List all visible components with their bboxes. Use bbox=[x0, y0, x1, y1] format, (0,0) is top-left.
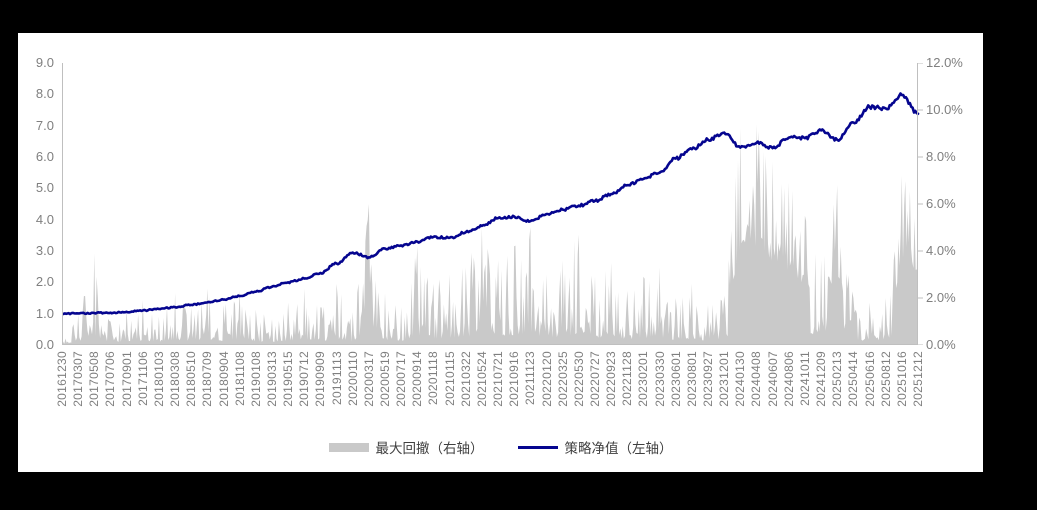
x-axis-tick-label: 20210524 bbox=[474, 351, 489, 407]
x-axis-tick-label: 20241011 bbox=[797, 351, 812, 406]
drawdown-area bbox=[62, 124, 918, 345]
x-axis-tick-label: 20220325 bbox=[555, 351, 570, 407]
x-axis-tick-label: 20200317 bbox=[361, 351, 376, 407]
x-axis-tick-label: 20170508 bbox=[87, 351, 102, 407]
x-axis-tick-label: 20180904 bbox=[216, 351, 231, 407]
x-axis-tick-label: 20230927 bbox=[701, 351, 716, 407]
left-axis-tick-label: 4.0 bbox=[35, 211, 54, 227]
chart-canvas bbox=[62, 63, 923, 345]
x-axis-tick-label: 20240408 bbox=[749, 351, 764, 407]
right-axis-tick-label: 8.0% bbox=[926, 149, 956, 164]
x-axis-tick-label: 20170901 bbox=[119, 351, 134, 407]
axis-layer: 9.0 8.0 7.0 6.0 5.0 4.0 3.0 2.0 1.0 0.0 12.0% 10.0… bbox=[18, 33, 983, 472]
x-axis-tick-label: 20240607 bbox=[765, 351, 780, 407]
x-axis-tick-label: 20170706 bbox=[103, 351, 118, 407]
left-axis-tick-label: 5.0 bbox=[35, 180, 54, 196]
x-axis-tick-label: 20170307 bbox=[71, 351, 86, 407]
x-axis-tick-label: 20200717 bbox=[394, 351, 409, 407]
right-axis-tick-label: 12.0% bbox=[926, 55, 963, 70]
drawdown-legend-label: 最大回撤（右轴） bbox=[375, 441, 484, 457]
x-axis-tick-label: 20230601 bbox=[668, 351, 683, 407]
x-axis-tick-label: 20210322 bbox=[458, 351, 473, 407]
x-axis-tick-label: 20210916 bbox=[507, 351, 522, 407]
x-axis-tick-label: 20191113 bbox=[329, 351, 344, 406]
netvalue-line-swatch bbox=[517, 445, 558, 449]
x-axis-tick-label: 20190712 bbox=[297, 351, 312, 407]
x-axis-tick-label: 20230801 bbox=[684, 351, 699, 407]
left-axis-tick-label: 0.0 bbox=[35, 337, 54, 352]
x-axis-tick-label: 20231201 bbox=[717, 351, 732, 407]
x-axis-tick-label: 20210721 bbox=[491, 351, 506, 407]
right-axis-tick-label: 0.0% bbox=[926, 337, 956, 352]
x-axis-tick-label: 20190909 bbox=[313, 351, 328, 407]
x-axis-tick-label: 20180308 bbox=[168, 351, 183, 407]
x-axis-tick-label: 20220530 bbox=[571, 351, 586, 407]
legend-item-netvalue: 策略净值（左轴） bbox=[517, 437, 673, 457]
right-axis-tick-label: 4.0% bbox=[926, 243, 956, 258]
x-axis-tick-label: 20190313 bbox=[264, 351, 279, 407]
x-axis-tick-label: 20250812 bbox=[878, 351, 893, 407]
x-axis-tick-label: 20180103 bbox=[151, 351, 166, 407]
x-axis-tick-label: 20190108 bbox=[248, 351, 263, 407]
x-axis-tick-label: 20200519 bbox=[378, 351, 393, 407]
x-axis-tick-label: 20220727 bbox=[587, 351, 602, 407]
left-axis-tick-label: 2.0 bbox=[35, 274, 54, 290]
x-axis-tick-label: 20250616 bbox=[862, 351, 877, 407]
left-axis-tick-label: 6.0 bbox=[35, 149, 54, 164]
right-axis-tick-label: 6.0% bbox=[926, 196, 956, 211]
x-axis-tick-label: 20210115 bbox=[442, 351, 457, 406]
x-axis-tick-label: 20171106 bbox=[135, 351, 150, 406]
left-axis-tick-label: 9.0 bbox=[35, 55, 54, 70]
x-axis-tick-label: 20230330 bbox=[652, 351, 667, 407]
left-axis-tick-label: 7.0 bbox=[35, 117, 54, 133]
x-axis-tick-label: 20240130 bbox=[733, 351, 748, 407]
netvalue-line bbox=[62, 92, 920, 316]
left-axis-tick-label: 3.0 bbox=[35, 243, 54, 258]
right-axis-tick-label: 10.0% bbox=[926, 102, 963, 117]
left-axis-tick-label: 8.0 bbox=[35, 86, 54, 102]
x-axis-tick-label: 20200914 bbox=[410, 351, 425, 407]
x-axis-tick-label: 20250414 bbox=[846, 351, 861, 407]
x-axis-tick-label: 20180709 bbox=[200, 351, 215, 407]
x-axis-tick-label: 20250213 bbox=[830, 351, 845, 407]
left-axis-tick-label: 1.0 bbox=[35, 305, 54, 321]
netvalue-legend-label: 策略净值（左轴） bbox=[564, 441, 673, 457]
chart-panel: 9.0 8.0 7.0 6.0 5.0 4.0 3.0 2.0 1.0 0.0 12.0% 10.0… bbox=[18, 33, 983, 472]
x-axis-tick-label: 20161230 bbox=[55, 351, 69, 407]
x-axis-tick-label: 20220120 bbox=[539, 351, 554, 407]
x-axis-tick-label: 20220923 bbox=[604, 351, 619, 407]
x-axis-tick-label: 20211123 bbox=[523, 351, 538, 406]
x-axis-tick-label: 20251212 bbox=[911, 351, 925, 407]
legend-item-drawdown: 最大回撤（右轴） bbox=[328, 437, 484, 457]
x-axis-tick-label: 20230201 bbox=[636, 351, 651, 407]
x-axis-tick-label: 20221128 bbox=[620, 351, 635, 406]
x-axis-tick-label: 20181108 bbox=[232, 351, 247, 406]
x-axis-tick-label: 20241209 bbox=[814, 351, 829, 407]
x-axis-tick-label: 20200110 bbox=[345, 351, 360, 406]
x-axis-tick-label: 20190515 bbox=[281, 351, 296, 407]
x-axis-tick-label: 20240806 bbox=[781, 351, 796, 407]
x-axis-tick-label: 20180510 bbox=[184, 351, 199, 407]
drawdown-area-swatch bbox=[328, 442, 369, 452]
x-axis-tick-label: 20201118 bbox=[426, 351, 441, 406]
legend: 最大回撤（右轴） 策略净值（左轴） bbox=[18, 437, 983, 457]
x-axis-tick-label: 20251016 bbox=[894, 351, 909, 407]
right-axis-tick-label: 2.0% bbox=[926, 290, 956, 305]
